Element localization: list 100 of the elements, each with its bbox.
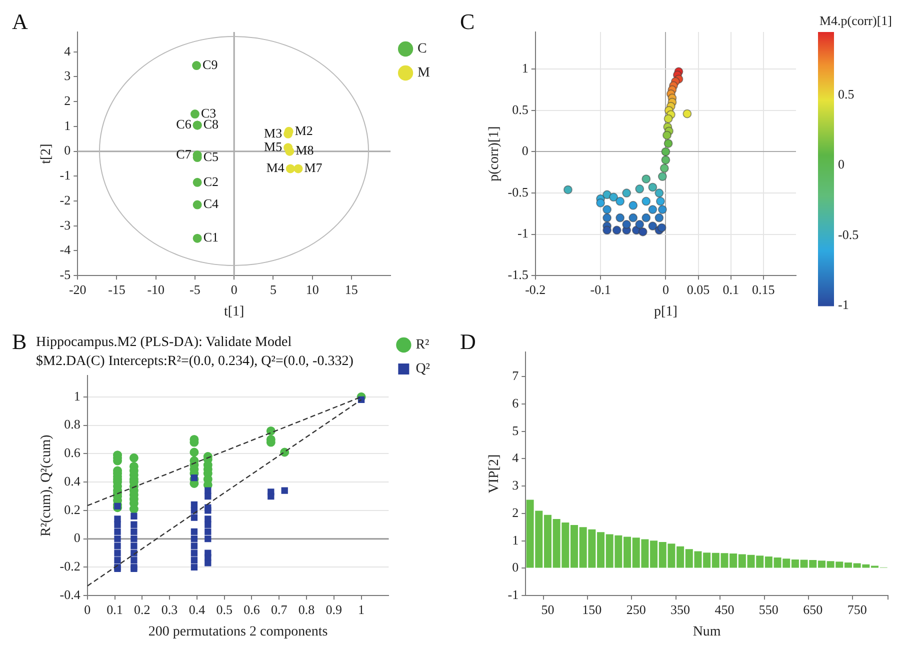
x-tick-label: 550	[758, 602, 778, 617]
y-tick-label: -2	[60, 192, 71, 208]
x-tick-label: 350	[670, 602, 690, 617]
x-tick-label: 0.9	[326, 602, 342, 617]
x-tick-label: 0.7	[271, 602, 288, 617]
y-tick-label: 3	[64, 68, 71, 84]
y-tick-label: 0.5	[512, 102, 528, 117]
x-tick-label: -5	[190, 282, 200, 297]
y-tick-label: -0.4	[60, 587, 81, 602]
x-tick-label: -20	[68, 282, 86, 297]
x-tick-label: 650	[803, 602, 823, 617]
y-tick-label: -0.5	[508, 184, 528, 200]
x-tick-label: 0	[230, 282, 238, 297]
color-bar-label: 0.5	[838, 86, 854, 102]
annotation: M3	[264, 125, 282, 140]
x-tick-label: 0.2	[134, 602, 150, 617]
x-tick-label: 0	[84, 602, 91, 617]
y-tick-label: -5	[60, 267, 71, 282]
annotation: M7	[304, 160, 323, 176]
x-tick-label: 50	[541, 602, 554, 617]
y-axis-title: t[2]	[39, 144, 54, 164]
y-tick-label: 7	[512, 368, 520, 384]
x-tick-label: -10	[147, 282, 165, 297]
x-axis-title: p[1]	[654, 304, 678, 320]
y-tick-label: 1	[512, 532, 519, 548]
x-tick-label: 0.4	[188, 602, 206, 617]
x-tick-label: 750	[847, 602, 867, 617]
x-tick-label: 250	[626, 602, 646, 617]
annotation: C1	[203, 230, 218, 245]
chart-title: Hippocampus.M2 (PLS-DA): Validate Model	[36, 335, 292, 350]
x-tick-label: 0.8	[298, 602, 315, 617]
y-tick-label: 4	[512, 450, 520, 466]
x-tick-label: 0.5	[216, 602, 232, 617]
x-tick-label: 0.1	[722, 282, 739, 297]
annotation: M8	[296, 142, 314, 158]
x-tick-label: 0.1	[106, 602, 123, 617]
legend-label: R²	[416, 338, 430, 353]
x-tick-label: 0.3	[161, 602, 178, 617]
x-tick-label: 10	[306, 282, 319, 297]
y-tick-label: 0.8	[64, 416, 80, 432]
y-tick-label: 6	[512, 395, 520, 410]
annotation: C4	[203, 196, 219, 212]
color-bar-label: -1	[838, 297, 849, 312]
x-tick-label: 0.6	[244, 602, 260, 617]
y-tick-label: -4	[60, 242, 72, 258]
y-tick-label: 0	[522, 143, 528, 158]
y-tick-label: -1.5	[508, 267, 528, 282]
y-tick-label: 0	[512, 560, 519, 575]
x-axis-title: t[1]	[224, 304, 244, 320]
x-tick-label: 0.05	[686, 282, 710, 297]
x-tick-label: 0	[662, 282, 669, 297]
y-tick-label: 1	[522, 60, 528, 76]
annotation: C9	[202, 56, 218, 72]
x-tick-label: 450	[714, 602, 734, 617]
y-tick-label: 2	[64, 93, 71, 108]
x-tick-label: -15	[108, 282, 126, 297]
y-tick-label: 0.4	[64, 473, 81, 488]
y-tick-label: -1	[518, 226, 528, 241]
x-tick-label: -0.1	[590, 282, 611, 297]
color-bar-title: M4.p(corr)[1]	[819, 12, 892, 28]
annotation: C5	[203, 148, 218, 164]
y-tick-label: -1	[60, 168, 71, 183]
y-tick-label: 0.2	[64, 502, 80, 517]
color-bar-label: -0.5	[838, 226, 859, 242]
x-tick-label: 5	[270, 282, 276, 297]
x-axis-title: 200 permutations 2 components	[148, 624, 328, 640]
y-tick-label: 0.6	[64, 445, 81, 460]
annotation: M4	[266, 160, 285, 176]
text: C	[460, 8, 475, 34]
y-tick-label: -3	[60, 217, 71, 232]
annotation: M5	[264, 139, 282, 154]
y-axis-title: R²(cum), Q²(cum)	[39, 434, 54, 536]
y-tick-label: 1	[64, 118, 71, 133]
y-tick-label: 4	[64, 43, 72, 58]
y-tick-label: -0.2	[60, 558, 80, 574]
y-tick-label: 5	[512, 422, 519, 438]
y-axis-title: VIP[2]	[487, 454, 502, 494]
y-tick-label: 1	[74, 388, 80, 404]
annotation: M2	[294, 122, 313, 138]
x-axis-title: Num	[692, 624, 721, 640]
x-tick-label: 15	[344, 282, 358, 297]
annotation: C6	[176, 116, 192, 132]
legend-label: Q²	[416, 362, 430, 377]
chart-subtitle: $M2.DA(C) Intercepts:R²=(0.0, 0.234), Q²=(0.0, -0.332)	[36, 354, 354, 369]
text: B	[12, 328, 27, 354]
text: D	[460, 328, 476, 354]
x-tick-label: 0.15	[752, 282, 775, 297]
annotation: C2	[203, 174, 218, 189]
y-tick-label: -1	[508, 587, 519, 602]
y-tick-label: 0	[74, 530, 80, 546]
y-axis-title: p(corr)[1]	[487, 126, 502, 182]
y-tick-label: 0	[64, 142, 71, 158]
x-tick-label: 150	[582, 602, 602, 617]
legend-label: M	[418, 66, 431, 81]
y-tick-label: 2	[512, 504, 519, 520]
legend-label: C	[418, 42, 427, 57]
y-tick-label: 3	[512, 478, 519, 493]
annotation: C7	[176, 146, 192, 162]
text: A	[12, 8, 28, 34]
color-bar-label: 0	[838, 156, 844, 172]
